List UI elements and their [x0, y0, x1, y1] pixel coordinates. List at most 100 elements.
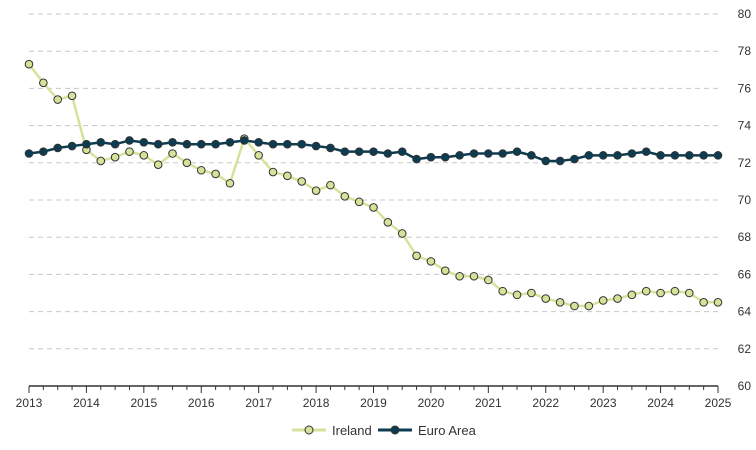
data-point-ireland	[426, 257, 436, 266]
x-tick-label: 2019	[360, 396, 387, 410]
data-point-euro-area	[53, 143, 63, 153]
data-point-ireland	[383, 218, 393, 227]
legend-item-ireland[interactable]: Ireland	[292, 423, 372, 438]
data-point-euro-area	[369, 147, 378, 156]
data-point-euro-area	[326, 143, 335, 153]
data-point-euro-area	[254, 138, 263, 147]
data-point-ireland	[125, 147, 134, 156]
data-point-ireland	[641, 286, 651, 296]
x-tick-label: 2021	[475, 396, 502, 410]
x-tick-label: 2018	[303, 396, 330, 410]
y-tick-label: 74	[738, 119, 752, 133]
data-point-euro-area	[570, 154, 579, 164]
data-point-ireland	[110, 152, 120, 162]
gridlines	[29, 13, 718, 350]
data-point-euro-area	[684, 151, 694, 160]
data-point-ireland	[397, 229, 407, 238]
data-point-ireland	[283, 171, 292, 181]
data-point-ireland	[512, 290, 522, 300]
data-point-euro-area	[297, 139, 307, 149]
data-point-euro-area	[469, 149, 479, 158]
data-point-ireland	[469, 271, 479, 281]
data-point-euro-area	[670, 151, 680, 160]
data-point-euro-area	[440, 152, 450, 162]
data-point-euro-area	[613, 151, 622, 160]
data-point-euro-area	[484, 149, 493, 158]
legend: Ireland Euro Area	[292, 423, 477, 438]
y-tick-label: 68	[738, 230, 752, 244]
x-tick-label: 2015	[130, 396, 157, 410]
y-tick-label: 72	[738, 156, 752, 170]
data-point-ireland	[225, 178, 235, 188]
data-point-ireland	[268, 167, 278, 177]
data-point-ireland	[354, 197, 364, 207]
y-tick-label: 80	[738, 7, 752, 21]
data-point-euro-area	[527, 151, 536, 160]
data-point-euro-area	[641, 147, 651, 156]
data-point-ireland	[541, 294, 551, 303]
data-point-ireland	[297, 177, 307, 186]
data-point-ireland	[455, 271, 464, 281]
legend-euro-area-marker	[390, 425, 400, 435]
y-tick-label: 70	[738, 193, 752, 207]
y-tick-label: 78	[738, 44, 752, 58]
legend-ireland-label: Ireland	[332, 423, 372, 438]
series-line-ireland	[28, 63, 718, 308]
data-point-euro-area	[354, 147, 364, 156]
data-point-ireland	[498, 286, 507, 296]
data-point-euro-area	[512, 147, 522, 156]
x-tick-label: 2022	[532, 396, 559, 410]
data-point-ireland	[713, 298, 723, 307]
y-tick-label: 64	[738, 305, 752, 319]
data-point-euro-area	[598, 151, 608, 160]
data-point-ireland	[369, 203, 378, 212]
data-point-euro-area	[211, 139, 220, 149]
data-point-euro-area	[656, 151, 665, 160]
y-tick-label: 66	[738, 267, 752, 281]
data-point-euro-area	[426, 152, 436, 162]
data-point-ireland	[182, 158, 192, 168]
x-tick-label: 2023	[590, 396, 617, 410]
data-point-ireland	[53, 95, 63, 104]
data-point-ireland	[570, 301, 579, 311]
data-point-euro-area	[82, 139, 91, 149]
legend-item-euro-area[interactable]: Euro Area	[378, 423, 477, 438]
x-tick-label: 2017	[245, 396, 272, 410]
data-point-euro-area	[96, 138, 106, 147]
data-point-ireland	[527, 288, 536, 298]
data-point-ireland	[326, 180, 335, 190]
data-point-euro-area	[498, 149, 507, 158]
data-point-ireland	[96, 156, 106, 166]
data-point-euro-area	[283, 139, 292, 149]
data-point-ireland	[555, 298, 565, 307]
data-point-ireland	[24, 59, 34, 69]
data-point-ireland	[484, 275, 493, 285]
data-point-ireland	[627, 290, 637, 300]
data-point-ireland	[311, 186, 321, 195]
legend-ireland-marker	[304, 425, 314, 435]
data-point-euro-area	[340, 147, 350, 156]
legend-euro-area-label: Euro Area	[418, 423, 477, 438]
data-point-euro-area	[39, 147, 48, 156]
data-point-ireland	[67, 91, 77, 101]
data-point-euro-area	[412, 154, 421, 164]
data-point-ireland	[584, 301, 594, 311]
data-point-ireland	[196, 165, 206, 175]
data-point-euro-area	[225, 138, 235, 147]
data-point-ireland	[340, 191, 350, 201]
data-point-euro-area	[67, 141, 77, 151]
data-point-euro-area	[627, 149, 637, 158]
data-point-ireland	[168, 149, 177, 158]
data-point-euro-area	[713, 151, 723, 160]
data-point-ireland	[699, 298, 708, 307]
y-tick-label: 76	[738, 81, 752, 95]
x-tick-label: 2025	[705, 396, 732, 410]
data-point-euro-area	[24, 149, 34, 158]
data-point-ireland	[211, 169, 220, 179]
y-tick-label: 60	[738, 379, 752, 393]
data-point-euro-area	[196, 139, 206, 149]
data-point-euro-area	[125, 136, 134, 145]
data-point-ireland	[254, 151, 263, 160]
data-point-euro-area	[182, 139, 192, 149]
